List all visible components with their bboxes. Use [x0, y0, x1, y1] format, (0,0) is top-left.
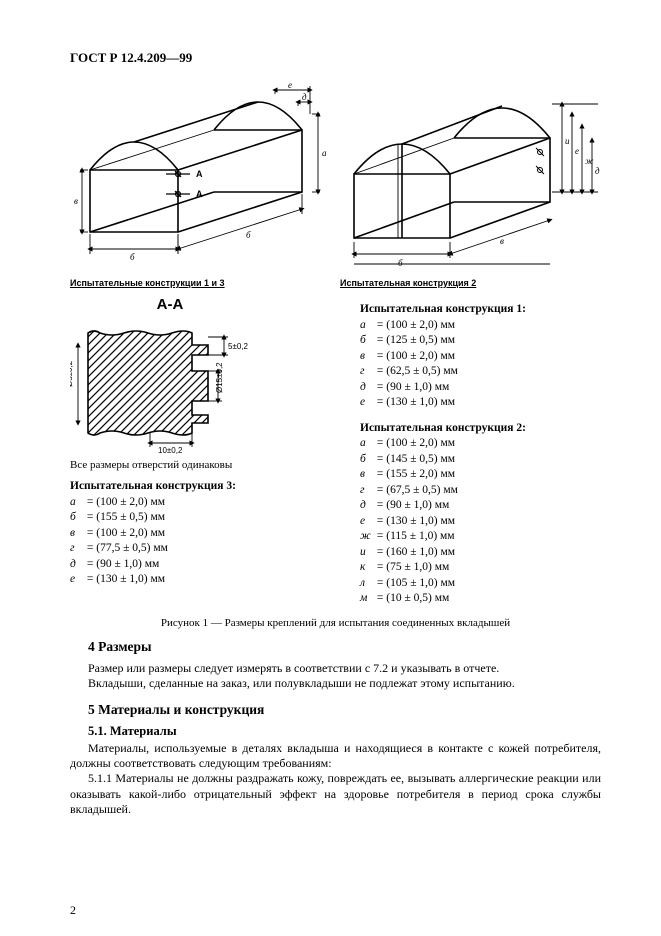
document-id: ГОСТ Р 12.4.209—99	[70, 50, 601, 66]
svg-text:д: д	[595, 166, 600, 176]
dim-bottom: 10±0,2	[158, 446, 183, 455]
section-5-title: 5 Материалы и конструкция	[88, 702, 601, 718]
dim-row: а = (100 ± 2,0) мм	[360, 318, 580, 334]
section-4-p1: Размер или размеры следует измерять в со…	[70, 661, 601, 676]
section-5-1-title: 5.1. Материалы	[88, 724, 601, 739]
dim-row: к = (75 ± 1,0) мм	[360, 560, 580, 576]
svg-text:б: б	[130, 252, 135, 262]
svg-text:а: а	[322, 148, 327, 158]
section-5-1-p1: Материалы, используемые в деталях вклады…	[70, 741, 601, 772]
dim-row: д = (90 ± 1,0) мм	[360, 498, 580, 514]
constructions-right-col: Испытательная конструкция 1: а = (100 ± …	[360, 296, 580, 607]
dim-row: д = (90 ± 1,0) мм	[70, 557, 270, 573]
dim-row: г = (62,5 ± 0,5) мм	[360, 364, 580, 380]
diagrams-row: А А е д а в б б Испытательные конструкци…	[70, 74, 601, 288]
section-4-title: 4 Размеры	[88, 639, 601, 655]
construction-3-title: Испытательная конструкция 3:	[70, 479, 270, 495]
dim-row: и = (160 ± 1,0) мм	[360, 545, 580, 561]
dim-row: ж = (115 ± 1,0) мм	[360, 529, 580, 545]
dim-row: а = (100 ± 2,0) мм	[360, 436, 580, 452]
diagram-left: А А е д а в б б Испытательные конструкци…	[70, 74, 330, 288]
svg-text:д: д	[302, 92, 307, 102]
dim-row: е = (130 ± 1,0) мм	[360, 395, 580, 411]
section-5-1-1: 5.1.1 Материалы не должны раздражать кож…	[70, 771, 601, 817]
diagram-right: и е ж д б в Испытательная конструкция 2	[340, 74, 610, 288]
dim-row: б = (145 ± 0,5) мм	[360, 452, 580, 468]
section-aa: А-А	[70, 296, 270, 588]
dim-row: г = (77,5 ± 0,5) мм	[70, 541, 270, 557]
section-aa-label: А-А	[70, 296, 270, 313]
diagram-right-caption: Испытательная конструкция 2	[340, 278, 610, 288]
dim-row: е = (130 ± 1,0) мм	[360, 514, 580, 530]
svg-text:б: б	[246, 230, 251, 240]
hole-note: Все размеры отверстий одинаковы	[70, 459, 270, 471]
dim-top-right: 5±0,2	[228, 342, 249, 351]
dim-row: д = (90 ± 1,0) мм	[360, 380, 580, 396]
svg-text:в: в	[500, 236, 504, 246]
svg-text:ж: ж	[585, 156, 594, 166]
dim-row: в = (100 ± 2,0) мм	[360, 349, 580, 365]
section-marker-a-bot: А	[196, 189, 203, 199]
svg-text:в: в	[74, 196, 78, 206]
dim-row: л = (105 ± 1,0) мм	[360, 576, 580, 592]
construction-1-title: Испытательная конструкция 1:	[360, 302, 580, 318]
dim-row: м = (10 ± 0,5) мм	[360, 591, 580, 607]
section-marker-a-top: А	[196, 169, 203, 179]
svg-text:и: и	[565, 136, 570, 146]
section-4-p2: Вкладыши, сделанные на заказ, или полувк…	[70, 676, 601, 691]
dim-row: а = (100 ± 2,0) мм	[70, 495, 270, 511]
dim-row: б = (155 ± 0,5) мм	[70, 510, 270, 526]
figure-caption: Рисунок 1 — Размеры креплений для испыта…	[70, 617, 601, 629]
dim-row: е = (130 ± 1,0) мм	[70, 572, 270, 588]
svg-text:е: е	[575, 146, 579, 156]
construction-2-title: Испытательная конструкция 2:	[360, 421, 580, 437]
page-number: 2	[70, 903, 76, 918]
dim-row: в = (155 ± 2,0) мм	[360, 467, 580, 483]
svg-text:б: б	[398, 258, 403, 268]
dim-row: б = (125 ± 0,5) мм	[360, 333, 580, 349]
dim-right: Ø15±0,2	[215, 362, 224, 393]
svg-text:е: е	[288, 80, 292, 90]
diagram-left-caption: Испытательные конструкции 1 и 3	[70, 278, 330, 288]
dim-row: в = (100 ± 2,0) мм	[70, 526, 270, 542]
construction-3-block: Испытательная конструкция 3: а = (100 ± …	[70, 479, 270, 588]
dim-row: г = (67,5 ± 0,5) мм	[360, 483, 580, 499]
dim-left: Ø5±0,2	[70, 360, 74, 387]
